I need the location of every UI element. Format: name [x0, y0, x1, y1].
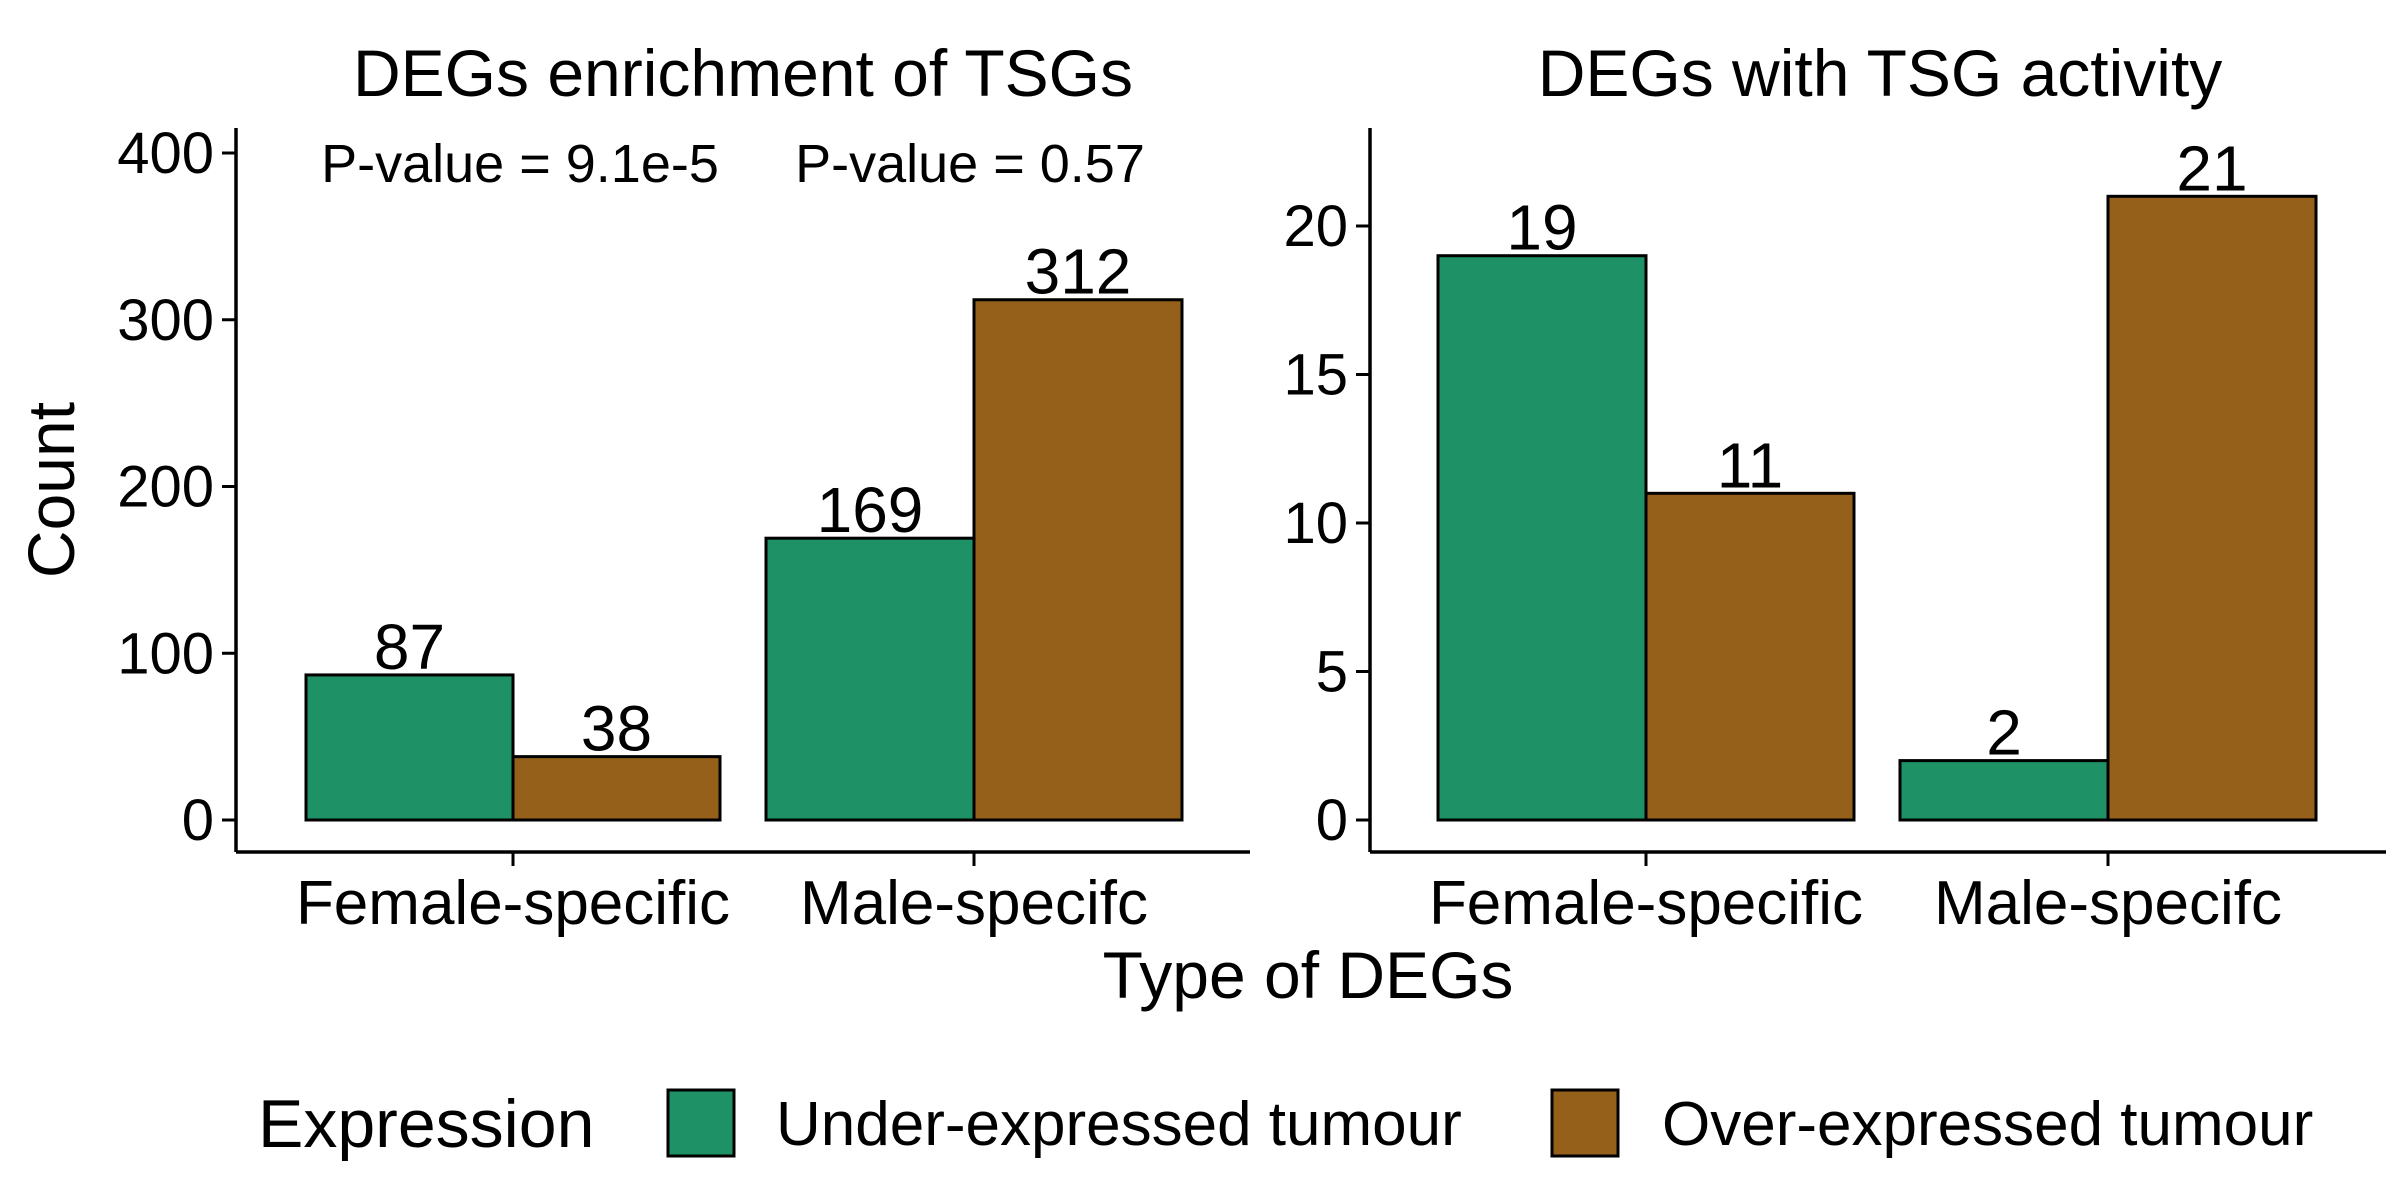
- legend-swatch-under-expressed: [666, 1088, 736, 1158]
- x-tick-label: Male-specifc: [1934, 869, 2282, 938]
- bar-value-label: 19: [1506, 192, 1577, 264]
- p-value-annotation: P-value = 0.57: [795, 134, 1145, 194]
- x-tick-label: Female-specific: [296, 869, 730, 938]
- x-axis-title: Type of DEGs: [1103, 938, 1514, 1012]
- bar: [1898, 759, 2110, 822]
- y-tick-label: 100: [117, 621, 214, 686]
- panel-1: DEGs enrichment of TSGs 87 38 Female-specif…: [117, 36, 1250, 938]
- panel-2: DEGs with TSG activity 19 11 Female-specifi…: [1283, 36, 2386, 938]
- y-tick-label: 300: [117, 288, 214, 353]
- bar: [304, 673, 515, 822]
- y-tick-label: 5: [1316, 640, 1348, 705]
- bar: [2106, 194, 2318, 822]
- bar-value-label: 169: [817, 474, 924, 546]
- y-tick-label: 20: [1283, 194, 1348, 259]
- y-tick-label: 400: [117, 121, 214, 186]
- y-tick-label: 15: [1283, 343, 1348, 408]
- panel-title: DEGs with TSG activity: [1538, 36, 2223, 110]
- x-tick-label: Male-specifc: [800, 869, 1148, 938]
- legend-label-over-expressed: Over-expressed tumour: [1662, 1090, 2313, 1159]
- bar-value-label: 21: [2176, 132, 2247, 204]
- bar-value-label: 11: [1717, 429, 1783, 501]
- y-axis-title: Count: [14, 402, 88, 578]
- bar-value-label: 2: [1986, 697, 2022, 769]
- bar: [1644, 491, 1856, 822]
- y-tick-label: 0: [1316, 788, 1348, 853]
- bar: [972, 298, 1184, 822]
- bar-value-label: 312: [1025, 236, 1132, 308]
- bar-value-label: 87: [374, 611, 445, 683]
- legend-label-under-expressed: Under-expressed tumour: [776, 1090, 1462, 1159]
- bar: [1436, 254, 1648, 822]
- legend: Expression Under-expressed tumour Over-e…: [258, 1086, 2313, 1162]
- y-tick-label: 0: [182, 788, 214, 853]
- bar-value-label: 38: [581, 693, 652, 765]
- bar: [764, 536, 976, 822]
- y-tick-label: 200: [117, 455, 214, 520]
- y-tick-label: 10: [1283, 491, 1348, 556]
- chart-panels: DEGs enrichment of TSGs 87 38 Female-specif…: [117, 36, 2386, 938]
- legend-title: Expression: [258, 1086, 594, 1162]
- panel-title: DEGs enrichment of TSGs: [353, 36, 1133, 110]
- p-value-annotation: P-value = 9.1e-5: [321, 134, 719, 194]
- legend-swatch-over-expressed: [1550, 1088, 1620, 1158]
- bar: [511, 755, 722, 822]
- x-tick-label: Female-specific: [1429, 869, 1863, 938]
